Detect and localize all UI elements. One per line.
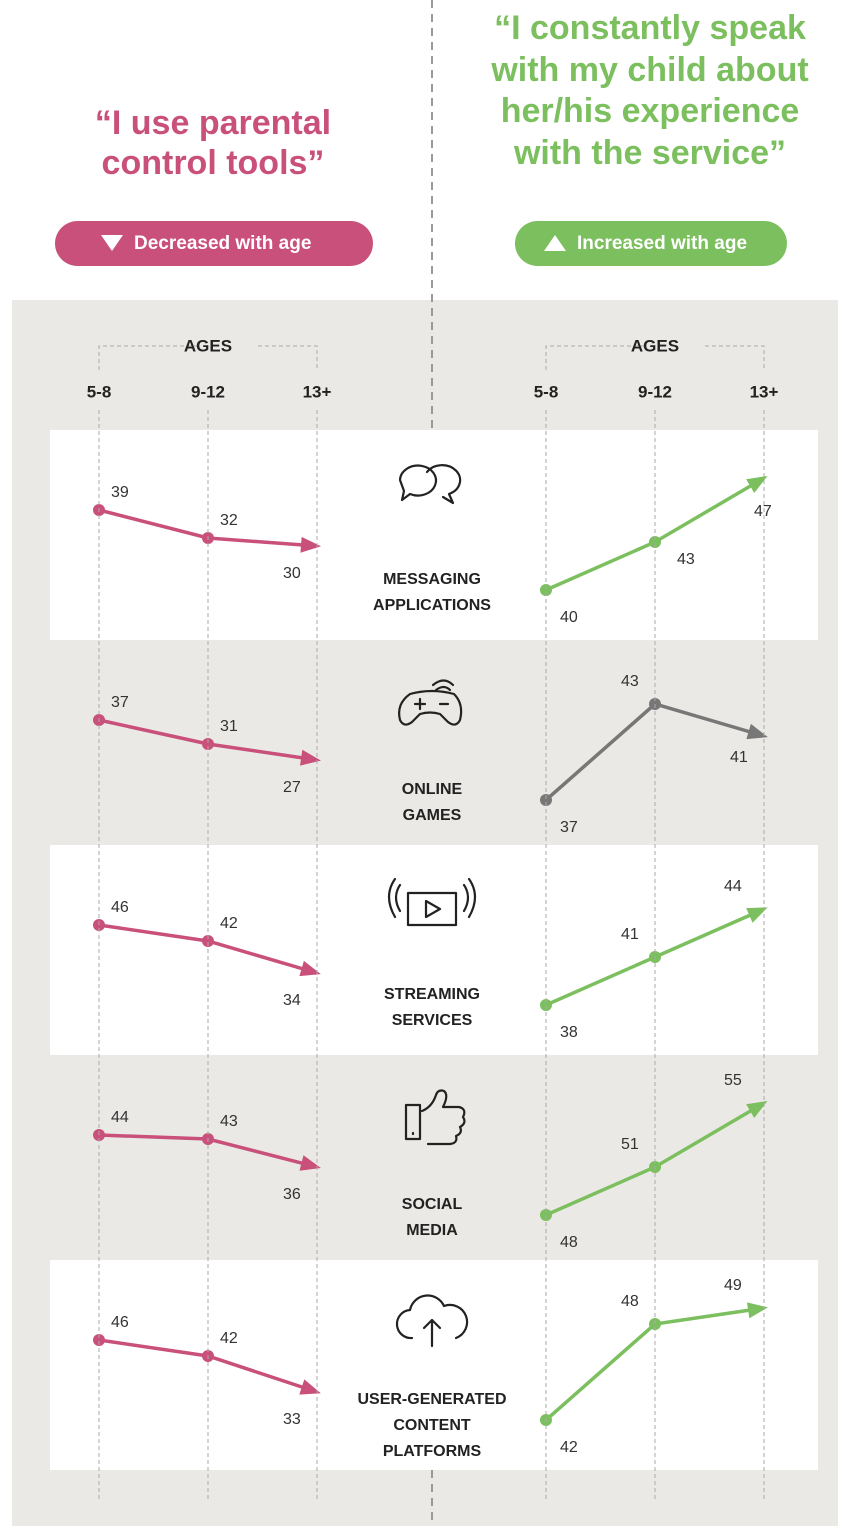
value-label: 42 bbox=[560, 1439, 578, 1456]
value-label: 51 bbox=[621, 1136, 639, 1153]
value-label: 46 bbox=[111, 1314, 129, 1331]
row-label: GAMES bbox=[403, 807, 462, 824]
value-label: 47 bbox=[754, 503, 772, 520]
value-label: 41 bbox=[621, 926, 639, 943]
title-line: her/his experience bbox=[501, 92, 800, 130]
row: ONLINE GAMES 37 31 27 37 43 41 bbox=[50, 640, 818, 850]
value-label: 43 bbox=[220, 1113, 238, 1130]
row-label: CONTENT bbox=[393, 1417, 471, 1434]
row-label: PLATFORMS bbox=[383, 1443, 482, 1460]
row-background bbox=[50, 1055, 818, 1265]
badge-arrow bbox=[101, 235, 123, 251]
age-category: 5-8 bbox=[534, 382, 559, 401]
badge bbox=[515, 221, 787, 266]
data-point bbox=[540, 794, 552, 806]
arrow-head bbox=[746, 475, 768, 493]
value-label: 42 bbox=[220, 1330, 238, 1347]
value-label: 44 bbox=[111, 1109, 129, 1126]
row-icon bbox=[387, 877, 477, 927]
value-label: 44 bbox=[724, 878, 742, 895]
value-label: 55 bbox=[724, 1072, 742, 1089]
data-point bbox=[202, 935, 214, 947]
row-background bbox=[50, 430, 818, 640]
arrow-head bbox=[746, 723, 768, 740]
row-label: SERVICES bbox=[392, 1012, 473, 1029]
row-label: ONLINE bbox=[402, 781, 463, 798]
arrow-head bbox=[299, 960, 321, 977]
title-line: control tools” bbox=[102, 144, 325, 182]
age-category: 9-12 bbox=[638, 382, 672, 401]
arrow-head bbox=[299, 1379, 321, 1395]
title-line: “I use parental bbox=[95, 104, 331, 142]
title-line: with the service” bbox=[513, 134, 786, 172]
data-point bbox=[540, 584, 552, 596]
row-label: APPLICATIONS bbox=[373, 597, 491, 614]
value-label: 32 bbox=[220, 512, 238, 529]
row-background bbox=[50, 845, 818, 1055]
arrow-head bbox=[746, 907, 768, 923]
row-icon bbox=[404, 1089, 466, 1146]
data-point bbox=[649, 536, 661, 548]
rows: MESSAGING APPLICATIONS 39 32 30 40 43 47 ONLINE G… bbox=[50, 430, 818, 1470]
ages-label: AGES bbox=[631, 336, 679, 355]
ages-label: AGES bbox=[184, 336, 232, 355]
badge-text: Increased with age bbox=[577, 233, 747, 254]
value-label: 39 bbox=[111, 484, 129, 501]
data-point bbox=[202, 738, 214, 750]
ages-bracket bbox=[545, 345, 765, 370]
value-label: 42 bbox=[220, 915, 238, 932]
value-label: 33 bbox=[283, 1411, 301, 1428]
age-category: 9-12 bbox=[191, 382, 225, 401]
data-point bbox=[93, 1334, 105, 1346]
row: SOCIAL MEDIA 44 43 36 48 51 55 bbox=[50, 1055, 818, 1265]
value-label: 34 bbox=[283, 992, 301, 1009]
value-label: 40 bbox=[560, 609, 578, 626]
row-label: MESSAGING bbox=[383, 571, 481, 588]
row: MESSAGING APPLICATIONS 39 32 30 40 43 47 bbox=[50, 430, 818, 640]
row-background bbox=[50, 640, 818, 850]
badge-arrow bbox=[544, 235, 566, 251]
value-label: 27 bbox=[283, 779, 301, 796]
row-label: MEDIA bbox=[406, 1222, 458, 1239]
title-line: “I constantly speak bbox=[494, 9, 806, 47]
value-label: 36 bbox=[283, 1186, 301, 1203]
value-label: 37 bbox=[111, 694, 129, 711]
row-label: STREAMING bbox=[384, 986, 480, 1003]
ages-bracket bbox=[98, 345, 318, 370]
arrow-head bbox=[746, 1100, 768, 1118]
age-category: 5-8 bbox=[87, 382, 112, 401]
value-label: 41 bbox=[730, 749, 748, 766]
value-label: 46 bbox=[111, 899, 129, 916]
row-icon bbox=[398, 679, 463, 726]
badge-text: Decreased with age bbox=[134, 233, 311, 254]
value-label: 38 bbox=[560, 1024, 578, 1041]
row-background bbox=[50, 1260, 818, 1470]
row-label: USER-GENERATED bbox=[357, 1391, 506, 1408]
age-category: 13+ bbox=[750, 382, 779, 401]
row-icon bbox=[395, 1294, 469, 1348]
value-label: 49 bbox=[724, 1277, 742, 1294]
value-label: 48 bbox=[621, 1293, 639, 1310]
arrow-head bbox=[747, 1302, 768, 1319]
value-label: 43 bbox=[677, 551, 695, 568]
value-label: 30 bbox=[283, 565, 301, 582]
value-label: 31 bbox=[220, 718, 238, 735]
arrow-head bbox=[299, 1155, 321, 1171]
value-label: 48 bbox=[560, 1234, 578, 1251]
badge bbox=[55, 221, 373, 266]
row-icon bbox=[398, 464, 462, 505]
title-line: with my child about bbox=[490, 51, 808, 89]
value-label: 37 bbox=[560, 819, 578, 836]
age-category: 13+ bbox=[303, 382, 332, 401]
row: USER-GENERATED CONTENT PLATFORMS 46 42 33 42 48… bbox=[50, 1260, 818, 1470]
row-label: SOCIAL bbox=[402, 1196, 463, 1213]
row: STREAMING SERVICES 46 42 34 38 41 44 bbox=[50, 845, 818, 1055]
arrow-head bbox=[300, 749, 321, 766]
value-label: 43 bbox=[621, 673, 639, 690]
arrow-head bbox=[300, 536, 321, 553]
